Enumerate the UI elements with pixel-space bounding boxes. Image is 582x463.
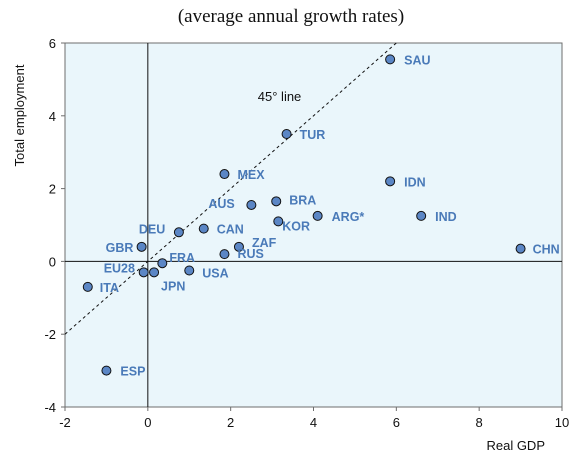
data-label: ITA — [100, 281, 119, 295]
data-point — [385, 176, 396, 187]
reference-line-45 — [64, 42, 397, 335]
y-tick-label: 0 — [49, 254, 56, 269]
y-tick-label: -4 — [44, 400, 56, 415]
data-point — [246, 199, 257, 210]
data-point — [385, 54, 396, 65]
data-point — [198, 223, 209, 234]
data-label: CAN — [217, 223, 244, 237]
data-point — [184, 265, 195, 276]
data-point — [173, 227, 184, 238]
reference-line-label: 45° line — [258, 89, 302, 104]
x-tick-label: 8 — [476, 415, 483, 430]
x-tick-label: -2 — [59, 415, 71, 430]
data-label: MEX — [237, 168, 265, 182]
data-label: TUR — [300, 128, 326, 142]
data-label: IND — [435, 210, 457, 224]
data-point — [271, 196, 282, 207]
x-tick-label: 4 — [310, 415, 317, 430]
data-point — [219, 169, 230, 180]
data-point — [233, 241, 244, 252]
y-tick-label: 6 — [49, 36, 56, 51]
data-label: IDN — [404, 175, 426, 189]
data-label: SAU — [404, 53, 430, 67]
x-axis-title: Real GDP — [486, 438, 545, 453]
data-point — [515, 243, 526, 254]
data-point — [82, 281, 93, 292]
data-label: FRA — [169, 251, 195, 265]
chart-title: (average annual growth rates) — [177, 6, 405, 27]
data-point — [273, 216, 284, 227]
x-tick-label: 0 — [144, 415, 151, 430]
data-label: GBR — [106, 241, 134, 255]
data-point — [138, 267, 149, 278]
data-point — [101, 365, 112, 376]
data-label: CHN — [533, 243, 560, 257]
data-point — [219, 249, 230, 260]
x-tick-label: 10 — [555, 415, 569, 430]
data-label: ZAF — [252, 236, 277, 250]
data-point — [157, 258, 168, 269]
y-tick-label: 4 — [49, 109, 56, 124]
data-label: RUS — [237, 247, 263, 261]
y-tick-label: 2 — [49, 182, 56, 197]
data-point — [416, 210, 427, 221]
data-label: USA — [202, 267, 228, 281]
data-point — [149, 267, 160, 278]
x-tick-label: 2 — [227, 415, 234, 430]
data-label: DEU — [139, 222, 165, 236]
data-label: ARG* — [332, 210, 365, 224]
data-label: JPN — [161, 279, 185, 293]
data-label: ESP — [120, 365, 145, 379]
data-label: KOR — [282, 219, 310, 233]
data-point — [281, 129, 292, 139]
data-point — [136, 241, 147, 252]
y-axis-title: Total employment — [12, 64, 27, 166]
data-label: BRA — [289, 193, 316, 207]
data-label: EU28 — [104, 261, 135, 275]
y-tick-label: -2 — [44, 327, 56, 342]
data-label: AUS — [208, 197, 234, 211]
x-tick-label: 6 — [393, 415, 400, 430]
data-point — [312, 210, 323, 221]
